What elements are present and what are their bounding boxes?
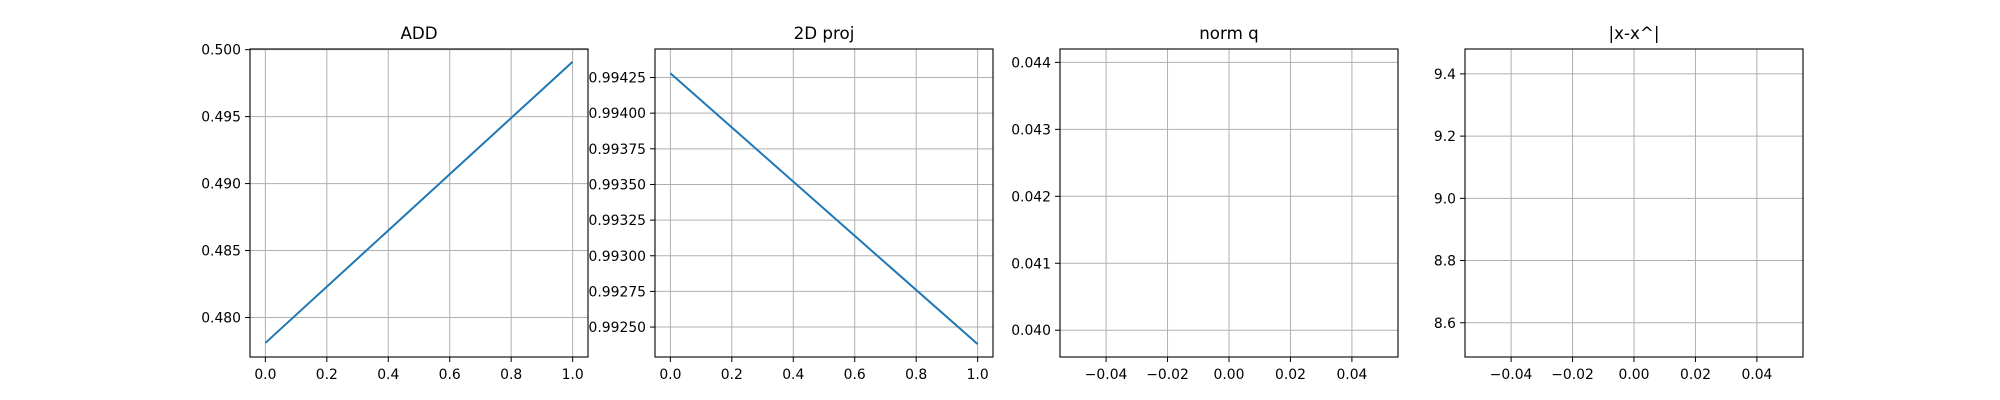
x-tick-label: 1.0 xyxy=(562,367,584,383)
y-tick-label: 0.485 xyxy=(201,244,241,260)
y-tick-label: 0.99325 xyxy=(589,213,646,229)
x-tick-label: 0.8 xyxy=(500,367,522,383)
y-tick-label: 0.042 xyxy=(1011,189,1051,205)
y-tick-label: 0.041 xyxy=(1011,256,1051,272)
panel-title-add: ADD xyxy=(400,23,437,43)
x-tick-label: 0.02 xyxy=(1680,367,1711,383)
x-tick-label: 0.6 xyxy=(844,367,866,383)
y-tick-label: 0.99425 xyxy=(589,71,646,87)
x-tick-label: 0.04 xyxy=(1336,367,1367,383)
series-line xyxy=(669,72,979,345)
chart-panel-x-error: |x-x^| −0.04 −0.02 0.00 0.02 0.04 8.6 8.8 9.0 9.… xyxy=(1434,23,1804,383)
x-tick-label: 0.4 xyxy=(377,367,399,383)
x-tick-label: 0.02 xyxy=(1275,367,1306,383)
x-tick-label: 0.00 xyxy=(1214,367,1245,383)
y-tick-label: 0.490 xyxy=(201,177,241,193)
x-tick-label: 0.2 xyxy=(721,367,743,383)
x-tick-label: −0.02 xyxy=(1551,367,1594,383)
y-tick-label: 8.6 xyxy=(1434,316,1456,332)
y-tick-label: 8.8 xyxy=(1434,254,1456,270)
x-tick-label: 0.0 xyxy=(254,367,276,383)
y-tick-label: 0.99350 xyxy=(589,177,646,193)
x-tick-label: −0.02 xyxy=(1146,367,1189,383)
x-tick-label: 0.04 xyxy=(1741,367,1772,383)
series-line xyxy=(264,60,574,344)
x-tick-label: 0.0 xyxy=(659,367,681,383)
x-tick-label: 0.00 xyxy=(1619,367,1650,383)
y-tick-label: 0.99275 xyxy=(589,284,646,300)
chart-panel-2d-proj: 2D proj 0.0 0.2 0.4 0.6 0.8 1.0 0.99250 0.99275… xyxy=(589,23,994,383)
x-tick-label: −0.04 xyxy=(1490,367,1533,383)
y-tick-label: 0.044 xyxy=(1011,55,1051,71)
axes-frame xyxy=(654,48,994,358)
axes-frame xyxy=(249,48,589,358)
x-tick-label: 0.2 xyxy=(316,367,338,383)
x-tick-label: 0.8 xyxy=(905,367,927,383)
chart-panel-norm-q: norm q −0.04 −0.02 0.00 0.02 0.04 0.040 0.041 0… xyxy=(1011,23,1399,383)
x-tick-label: −0.04 xyxy=(1085,367,1128,383)
y-tick-label: 0.495 xyxy=(201,110,241,126)
x-tick-label: 0.4 xyxy=(782,367,804,383)
y-tick-label: 9.0 xyxy=(1434,191,1456,207)
y-tick-label: 0.500 xyxy=(201,43,241,59)
y-tick-label: 0.99300 xyxy=(589,249,646,265)
chart-panel-add: ADD 0.0 0.2 0.4 0.6 0.8 1.0 0.480 0.485 0.490 0.4… xyxy=(201,23,589,383)
panel-title-norm-q: norm q xyxy=(1199,23,1259,43)
x-tick-label: 0.6 xyxy=(439,367,461,383)
y-tick-label: 0.480 xyxy=(201,310,241,326)
y-tick-label: 0.040 xyxy=(1011,323,1051,339)
y-tick-label: 9.4 xyxy=(1434,67,1456,83)
panel-title-x-error: |x-x^| xyxy=(1609,23,1660,43)
panel-title-2d-proj: 2D proj xyxy=(794,23,855,43)
y-tick-label: 0.99250 xyxy=(589,320,646,336)
y-tick-label: 0.043 xyxy=(1011,122,1051,138)
y-tick-label: 0.99400 xyxy=(589,106,646,122)
y-tick-label: 0.99375 xyxy=(589,142,646,158)
y-tick-label: 9.2 xyxy=(1434,129,1456,145)
x-tick-label: 1.0 xyxy=(967,367,989,383)
